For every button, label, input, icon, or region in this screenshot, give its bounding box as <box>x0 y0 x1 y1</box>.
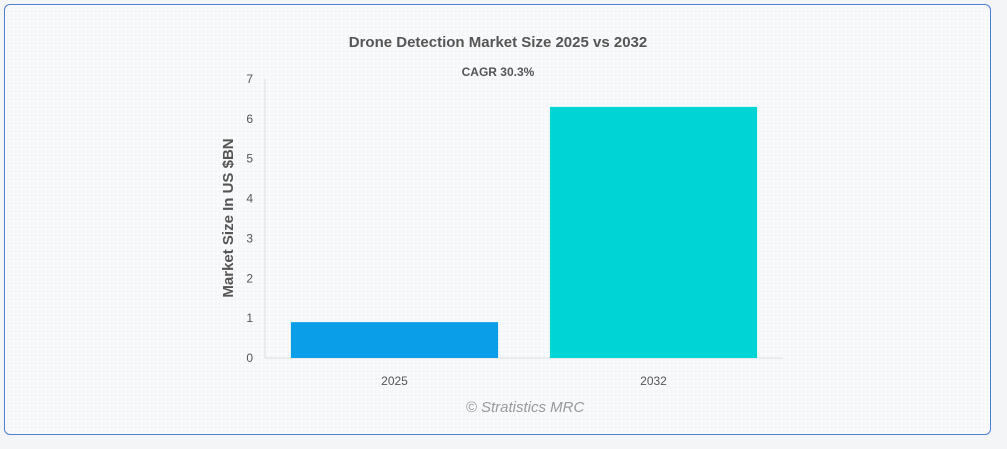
y-tick-label: 3 <box>246 231 253 245</box>
chart-frame <box>4 4 991 435</box>
y-ticks: 0 1 2 3 4 5 6 7 <box>246 72 253 365</box>
bar-2032 <box>549 106 758 359</box>
credit-text: © Stratistics MRC <box>466 399 585 416</box>
y-tick-label: 6 <box>246 112 253 126</box>
y-axis-label: Market Size In US $BN <box>220 138 237 297</box>
x-tick-label: 2032 <box>640 374 667 388</box>
bars <box>290 106 758 359</box>
y-tick-label: 0 <box>246 351 253 365</box>
y-tick-label: 5 <box>246 152 253 166</box>
y-tick-label: 2 <box>246 271 253 285</box>
chart-title: Drone Detection Market Size 2025 vs 2032 <box>349 34 647 51</box>
x-ticks: 2025 2032 <box>381 374 667 388</box>
bar-2025 <box>290 322 499 358</box>
y-tick-label: 4 <box>246 192 253 206</box>
y-tick-label: 1 <box>246 311 253 325</box>
x-tick-label: 2025 <box>381 374 408 388</box>
chart-subtitle: CAGR 30.3% <box>462 65 535 79</box>
y-tick-label: 7 <box>246 72 253 86</box>
